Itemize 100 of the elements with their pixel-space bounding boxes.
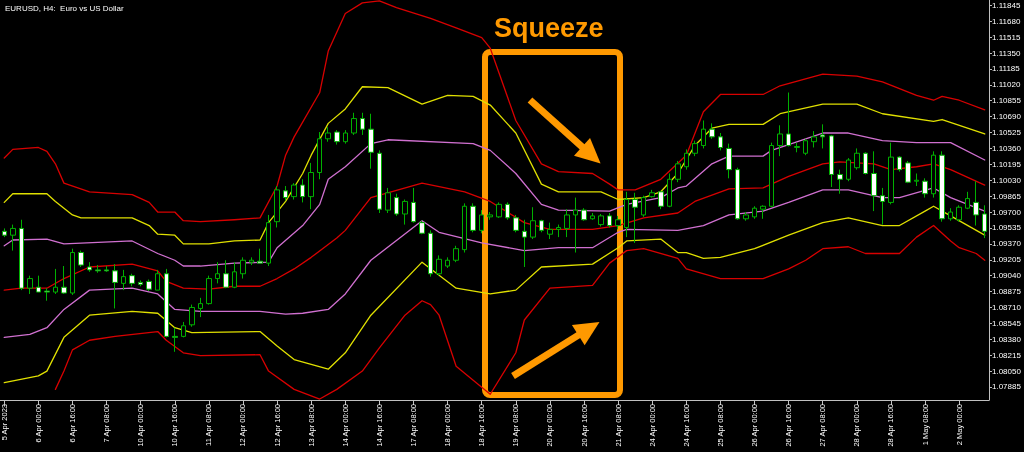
candlestick (198, 297, 203, 318)
candlestick (846, 157, 851, 182)
candlestick (880, 187, 885, 226)
y-tick-label: 1.11350 (992, 48, 1021, 58)
chart-title: EURUSD, H4: Euro vs US Dollar (5, 3, 125, 13)
candlestick (692, 140, 698, 157)
y-tick-label: 1.10030 (992, 175, 1022, 185)
candlestick (794, 142, 800, 153)
candlestick (871, 150, 877, 212)
candlestick (939, 150, 945, 223)
candlestick (10, 224, 16, 252)
y-tick-label: 1.10360 (992, 143, 1022, 153)
candlestick (667, 172, 672, 208)
candlestick (78, 250, 84, 268)
candlestick (573, 197, 578, 254)
y-tick-label: 1.11680 (992, 16, 1021, 26)
candlestick (982, 204, 987, 239)
y-tick-label: 1.09535 (992, 223, 1022, 233)
candlestick (377, 149, 382, 214)
candlestick (786, 92, 791, 148)
candlestick (104, 265, 109, 273)
line-series (3, 86, 986, 245)
candlestick (249, 256, 254, 266)
line-series (3, 161, 986, 291)
candlestick (718, 132, 723, 151)
candlestick (436, 254, 442, 277)
candlestick (897, 155, 902, 173)
candlestick (215, 261, 220, 284)
candlestick (2, 227, 7, 238)
candlestick (129, 273, 135, 287)
candlestick (53, 268, 58, 295)
candlestick (760, 204, 766, 220)
candlestick (709, 122, 715, 140)
candlestick (973, 180, 979, 227)
candlestick (283, 185, 288, 201)
candlestick (701, 119, 706, 149)
candlestick (462, 202, 467, 254)
candlestick (564, 208, 570, 238)
candlestick (419, 220, 425, 235)
candlestick (368, 113, 374, 170)
candlestick (547, 222, 553, 240)
candlestick (189, 304, 195, 328)
candlestick (513, 214, 519, 233)
candlestick (769, 142, 774, 208)
candlestick (240, 256, 246, 280)
candlestick (95, 264, 101, 274)
candlestick (684, 148, 689, 171)
line-series (3, 187, 986, 338)
candlestick (172, 327, 178, 353)
y-tick-label: 1.08875 (992, 287, 1022, 297)
candlestick (445, 256, 450, 269)
candlestick (496, 201, 502, 219)
candlestick (146, 279, 152, 292)
candlestick (70, 248, 75, 296)
y-tick-label: 1.09040 (992, 271, 1022, 281)
candlestick (61, 265, 67, 295)
candlestick (888, 142, 894, 205)
candlestick (948, 207, 953, 222)
candlestick (590, 212, 595, 221)
candlestick (539, 219, 544, 233)
candlestick (607, 212, 612, 228)
candlestick (752, 205, 757, 220)
line-series (54, 224, 986, 400)
candlestick (19, 219, 24, 291)
candlestick (735, 167, 740, 221)
y-tick-label: 1.08710 (992, 302, 1022, 312)
candlestick (206, 275, 212, 306)
y-tick-label: 1.10690 (992, 112, 1022, 122)
y-tick-label: 1.08050 (992, 366, 1022, 376)
candlestick (956, 204, 962, 223)
y-tick-label: 1.11020 (992, 80, 1021, 90)
candlestick (624, 191, 629, 238)
candlestick (121, 269, 126, 291)
candlestick (360, 112, 365, 136)
candlestick (394, 193, 399, 217)
y-tick-label: 1.09370 (992, 239, 1022, 249)
candlestick (829, 134, 834, 188)
candlestick (385, 187, 391, 214)
y-tick-label: 1.08215 (992, 350, 1022, 360)
candlestick (36, 275, 41, 293)
candlestick (44, 287, 50, 302)
y-tick-label: 1.09865 (992, 191, 1022, 201)
candlestick (837, 169, 843, 195)
candlestick (811, 130, 817, 148)
line-series (3, 0, 986, 223)
candlestick (522, 219, 527, 268)
candlestick (274, 185, 280, 228)
candlestick (922, 177, 928, 199)
candlestick (641, 195, 646, 218)
y-tick-label: 1.09700 (992, 207, 1022, 217)
candlestick (317, 131, 322, 180)
candlestick (931, 150, 936, 199)
y-tick-label: 1.08380 (992, 334, 1022, 344)
annotation: Squeeze (494, 12, 604, 43)
candlestick (658, 190, 664, 210)
candlestick (308, 162, 314, 210)
candlestick (649, 189, 655, 199)
y-tick-label: 1.11845 (992, 0, 1021, 10)
line-series (3, 205, 986, 384)
candlestick (453, 245, 459, 263)
